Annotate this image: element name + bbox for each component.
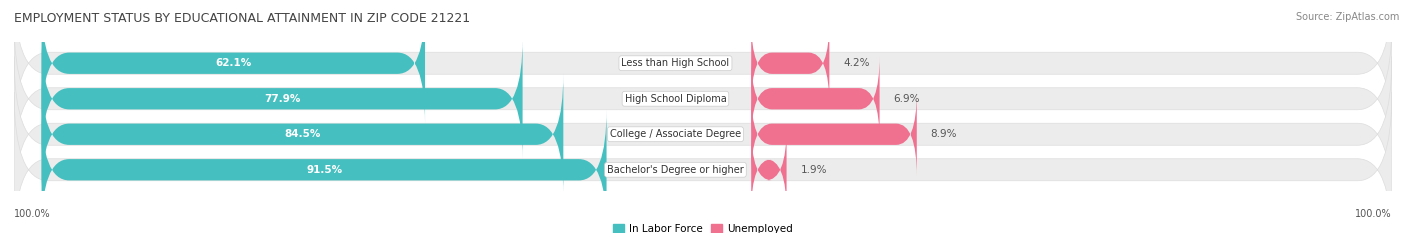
Text: EMPLOYMENT STATUS BY EDUCATIONAL ATTAINMENT IN ZIP CODE 21221: EMPLOYMENT STATUS BY EDUCATIONAL ATTAINM… xyxy=(14,12,470,25)
FancyBboxPatch shape xyxy=(14,92,1392,233)
FancyBboxPatch shape xyxy=(14,56,1392,212)
Text: 8.9%: 8.9% xyxy=(931,129,957,139)
Text: 62.1%: 62.1% xyxy=(215,58,252,68)
Text: 91.5%: 91.5% xyxy=(307,165,342,175)
Text: Bachelor's Degree or higher: Bachelor's Degree or higher xyxy=(607,165,744,175)
Text: Less than High School: Less than High School xyxy=(621,58,730,68)
Legend: In Labor Force, Unemployed: In Labor Force, Unemployed xyxy=(609,220,797,233)
Text: 6.9%: 6.9% xyxy=(893,94,920,104)
Text: 4.2%: 4.2% xyxy=(844,58,870,68)
Text: 1.9%: 1.9% xyxy=(800,165,827,175)
Text: College / Associate Degree: College / Associate Degree xyxy=(610,129,741,139)
FancyBboxPatch shape xyxy=(14,0,1392,141)
FancyBboxPatch shape xyxy=(14,21,1392,177)
Text: 100.0%: 100.0% xyxy=(1355,209,1392,219)
FancyBboxPatch shape xyxy=(42,3,425,123)
Text: Source: ZipAtlas.com: Source: ZipAtlas.com xyxy=(1295,12,1399,22)
FancyBboxPatch shape xyxy=(42,110,606,230)
Text: 100.0%: 100.0% xyxy=(14,209,51,219)
FancyBboxPatch shape xyxy=(751,92,917,177)
Text: High School Diploma: High School Diploma xyxy=(624,94,727,104)
FancyBboxPatch shape xyxy=(751,127,786,212)
Text: 84.5%: 84.5% xyxy=(284,129,321,139)
FancyBboxPatch shape xyxy=(751,56,880,141)
FancyBboxPatch shape xyxy=(42,38,523,159)
FancyBboxPatch shape xyxy=(42,74,564,195)
Text: 77.9%: 77.9% xyxy=(264,94,301,104)
FancyBboxPatch shape xyxy=(751,21,830,106)
